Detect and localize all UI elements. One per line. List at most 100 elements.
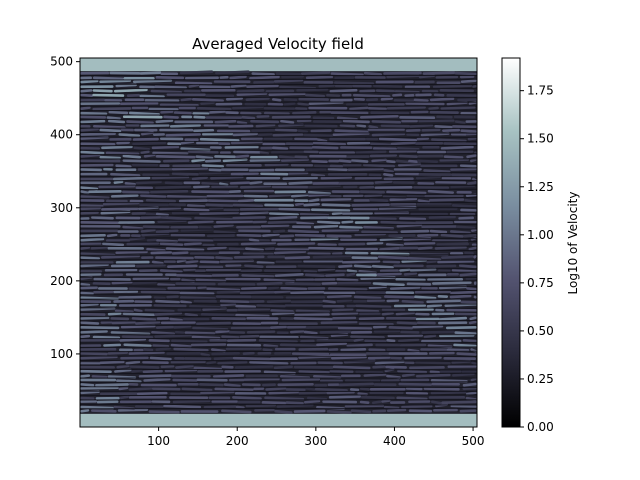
velocity-streak (280, 158, 310, 162)
velocity-streak (80, 220, 120, 225)
velocity-streak (393, 99, 415, 103)
velocity-streak (320, 320, 358, 325)
velocity-streak (92, 89, 113, 93)
velocity-streak (166, 195, 207, 199)
velocity-streak (271, 311, 295, 316)
velocity-streak (339, 225, 363, 230)
velocity-streak (183, 242, 202, 246)
velocity-streak (281, 75, 304, 79)
velocity-streak (413, 98, 429, 102)
velocity-streak (80, 282, 91, 287)
velocity-streak (126, 120, 154, 125)
colorbar-tick-label: 1.75 (527, 84, 554, 98)
velocity-streak (280, 119, 295, 124)
velocity-streak (459, 409, 477, 413)
velocity-streak (204, 159, 222, 163)
velocity-streak (274, 409, 293, 414)
velocity-streak (338, 242, 366, 246)
velocity-streak (434, 125, 453, 129)
velocity-streak (405, 128, 421, 132)
velocity-streak (404, 356, 442, 360)
velocity-streak (155, 76, 185, 80)
velocity-streak (322, 299, 336, 304)
velocity-streak (380, 97, 394, 101)
velocity-streak (225, 263, 242, 268)
colorbar-tick-label: 0.50 (527, 324, 554, 338)
velocity-streak (428, 106, 439, 111)
colorbar-tick-label: 0.00 (527, 420, 554, 434)
velocity-streak (320, 176, 353, 180)
velocity-streak (173, 347, 209, 352)
velocity-streak (192, 326, 229, 331)
velocity-streak (209, 206, 224, 211)
velocity-streak (140, 290, 181, 294)
colorbar-tick-label: 1.00 (527, 228, 554, 242)
velocity-streak (278, 207, 311, 212)
velocity-streak (385, 243, 404, 247)
velocity-streak (99, 360, 125, 365)
velocity-streak (346, 269, 358, 273)
velocity-streak (259, 151, 270, 155)
velocity-streak (312, 141, 347, 146)
velocity-streak (326, 93, 341, 98)
x-tick-label: 300 (304, 434, 327, 448)
velocity-streak (80, 168, 102, 172)
velocity-streak (80, 334, 91, 339)
velocity-streak (428, 198, 465, 202)
velocity-streak (153, 296, 166, 300)
velocity-streak (446, 348, 470, 352)
velocity-streak (142, 225, 170, 229)
velocity-streak (200, 352, 210, 357)
velocity-streak (470, 158, 477, 163)
velocity-streak (80, 163, 114, 167)
velocity-streak (308, 198, 320, 203)
velocity-streak (439, 158, 470, 162)
velocity-streak (267, 286, 280, 290)
velocity-streak (80, 329, 108, 334)
velocity-streak (342, 119, 370, 124)
velocity-streak (216, 290, 241, 294)
chart-title: Averaged Velocity field (192, 35, 364, 53)
velocity-streak (80, 93, 94, 98)
low-velocity-gap (80, 271, 477, 274)
velocity-streak (294, 233, 326, 238)
velocity-streak (80, 390, 100, 395)
velocity-streak (271, 150, 305, 154)
velocity-streak (154, 311, 183, 316)
velocity-streak (121, 335, 154, 339)
velocity-streak (317, 138, 328, 143)
velocity-streak (283, 98, 298, 102)
velocity-streak (92, 335, 121, 340)
velocity-streak (280, 286, 308, 291)
velocity-streak (92, 107, 132, 111)
velocity-streak (278, 123, 304, 128)
low-velocity-gap (80, 368, 477, 371)
velocity-streak (196, 106, 232, 111)
velocity-streak (295, 309, 331, 314)
velocity-streak (249, 75, 280, 80)
velocity-streak (454, 331, 477, 335)
low-velocity-gap (80, 259, 477, 261)
velocity-streak (191, 98, 224, 102)
velocity-streak (232, 203, 264, 208)
velocity-streak (331, 211, 343, 216)
velocity-streak (312, 116, 335, 120)
velocity-streak (394, 90, 420, 94)
velocity-streak (80, 352, 108, 356)
velocity-streak (375, 89, 396, 93)
low-velocity-gap (80, 206, 477, 209)
velocity-streak (196, 321, 231, 326)
low-velocity-gap (80, 394, 477, 397)
velocity-streak (105, 151, 140, 156)
velocity-streak (95, 383, 130, 387)
velocity-streak (468, 320, 477, 325)
velocity-streak (244, 264, 264, 269)
velocity-streak (128, 111, 160, 116)
velocity-streak (232, 105, 264, 110)
velocity-streak (217, 360, 248, 365)
velocity-streak (266, 299, 292, 304)
velocity-streak (273, 365, 293, 370)
velocity-streak (340, 347, 367, 352)
velocity-streak (377, 255, 408, 260)
velocity-streak (358, 316, 385, 321)
